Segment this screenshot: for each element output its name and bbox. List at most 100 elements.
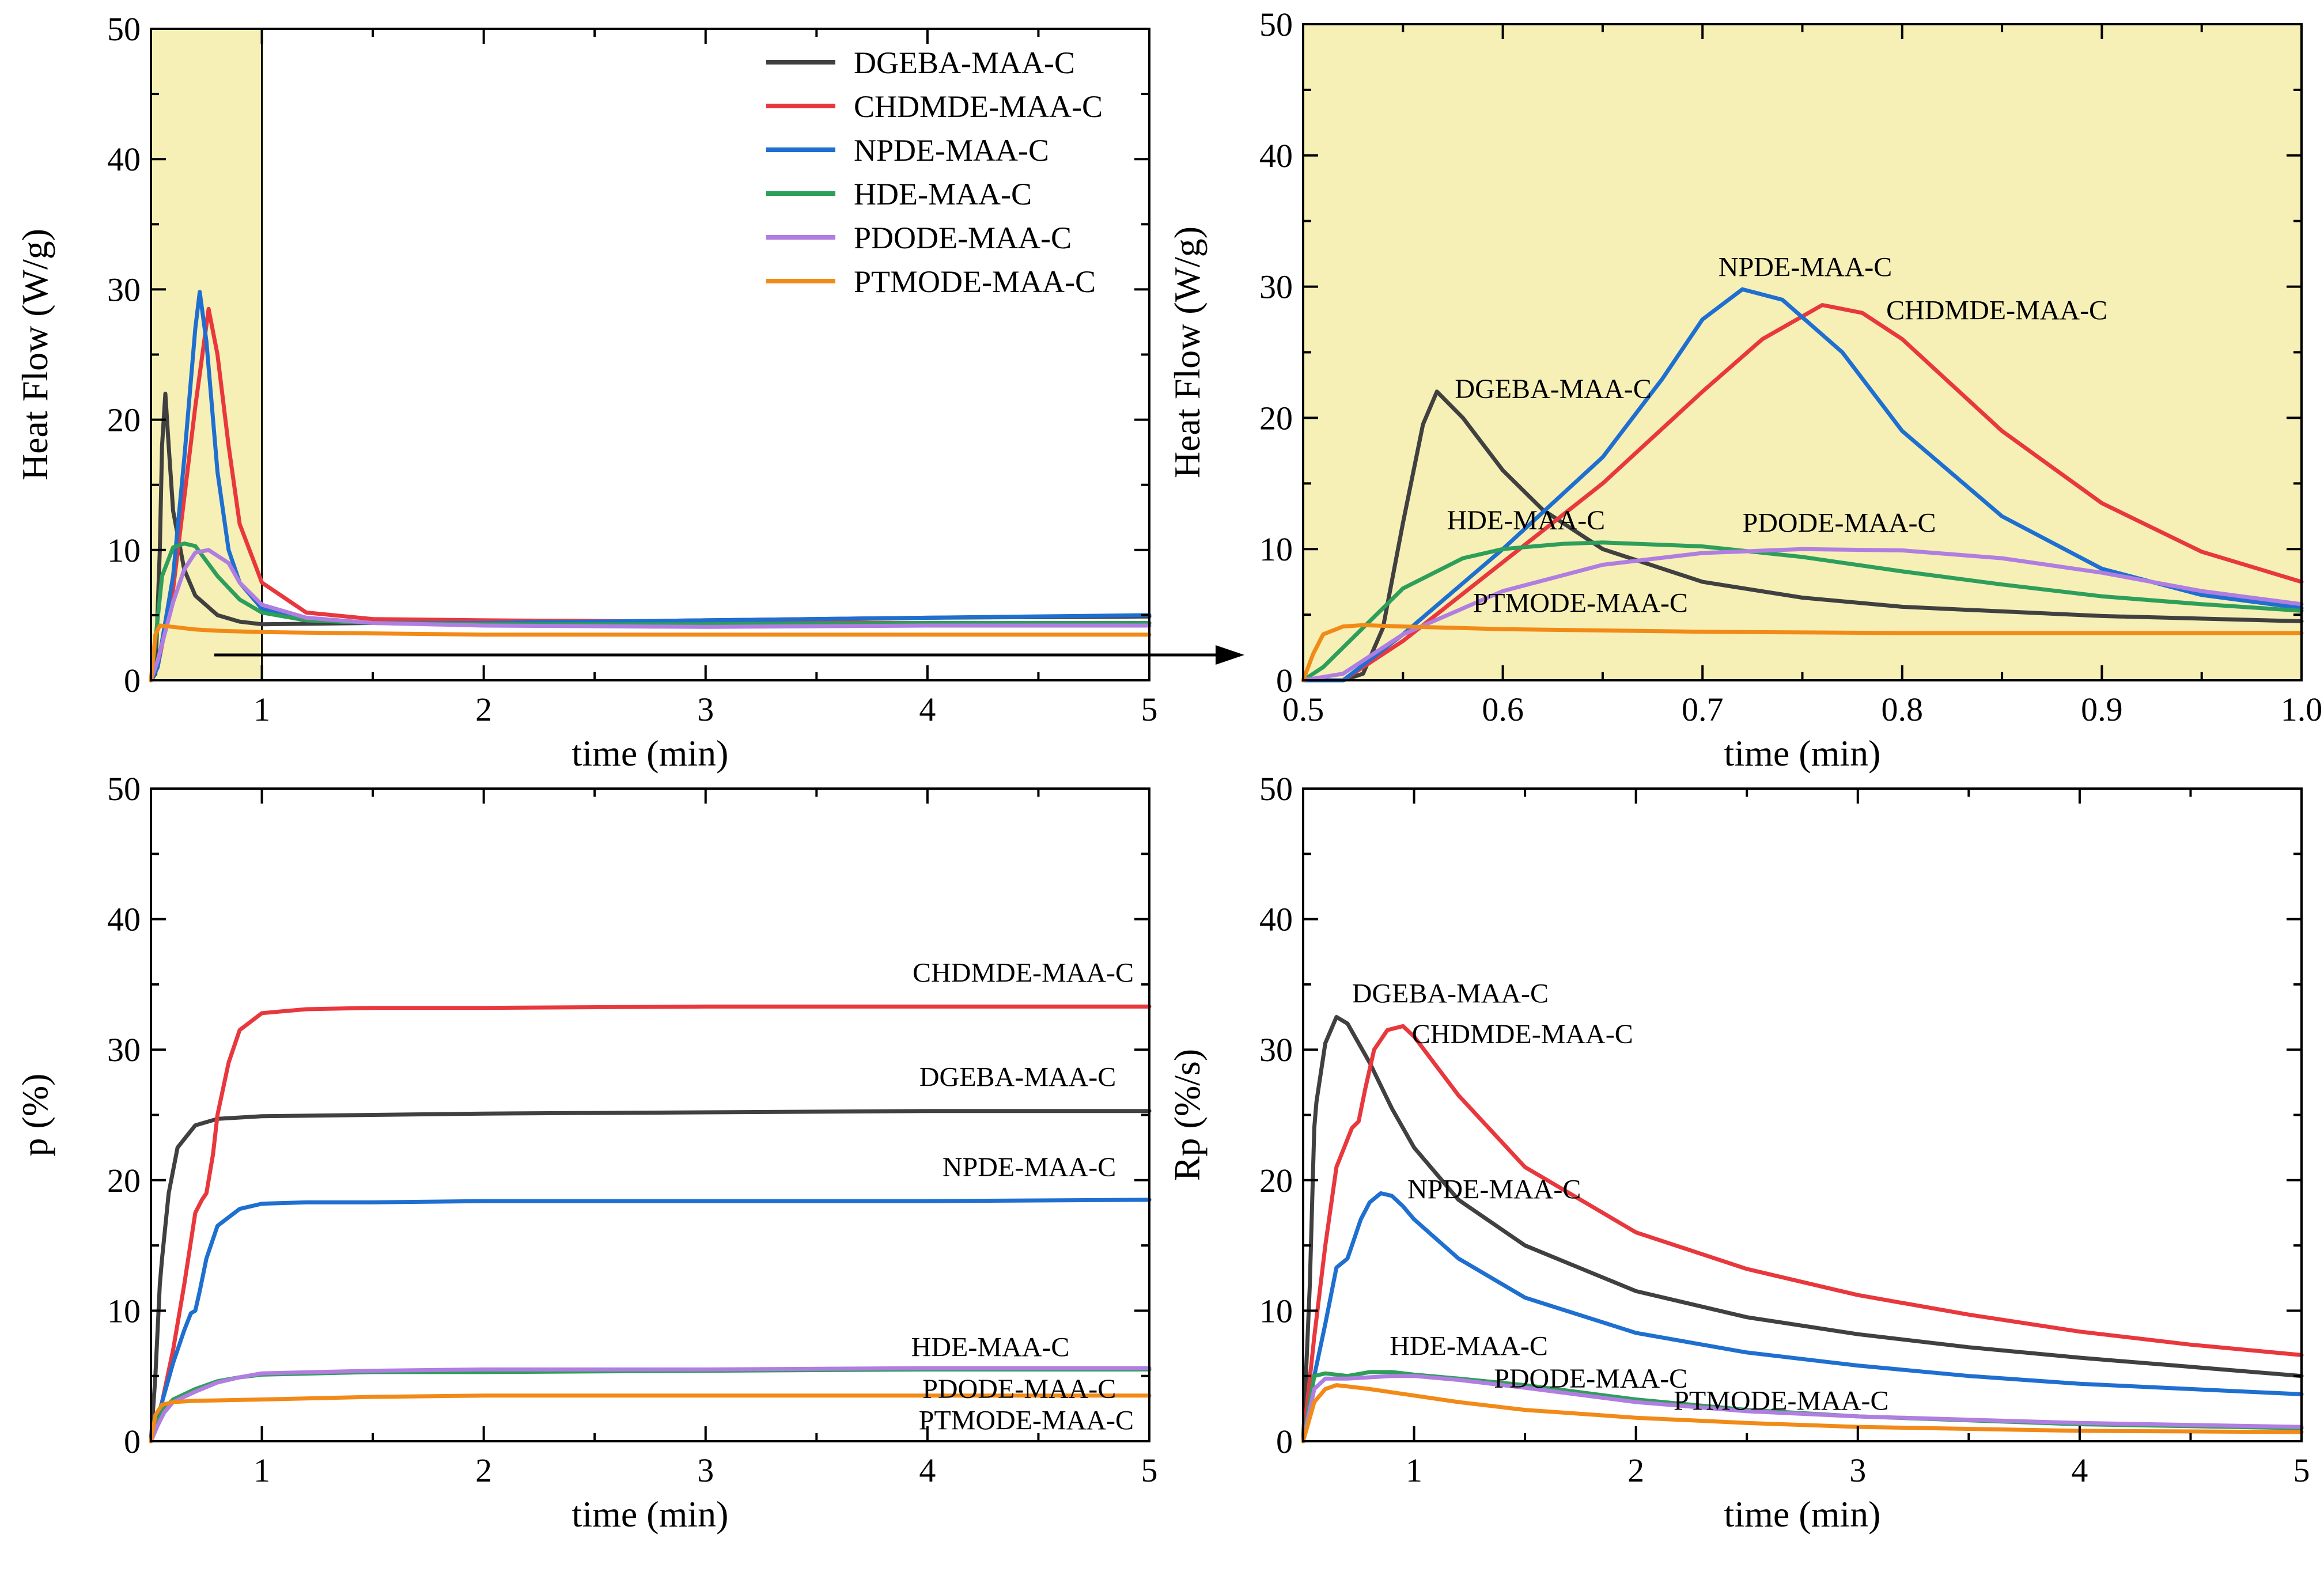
series-line-npde-maa-c <box>1301 287 2304 683</box>
y-axis-title: Heat Flow (W/g) <box>14 229 55 480</box>
y-axis-title: p (%) <box>14 1074 55 1157</box>
series-annotation: PTMODE-MAA-C <box>1473 588 1688 619</box>
y-tick-label: 10 <box>1259 1292 1293 1329</box>
series-line-chdmde-maa-c <box>149 1004 1152 1444</box>
series-line-pdode-maa-c <box>1301 547 2304 683</box>
y-tick-label: 40 <box>1259 137 1293 175</box>
x-tick-label: 5 <box>1141 691 1158 728</box>
chart-heatflow-full: 0 10 20 30 40 50 1 2 3 4 5 time (min) Heat Flow (W/g… <box>14 10 1158 774</box>
series-annotation: NPDE-MAA-C <box>1719 252 1892 282</box>
y-tick-label: 30 <box>1259 1031 1293 1069</box>
legend-label: DGEBA-MAA-C <box>854 46 1075 80</box>
x-tick-label: 0.6 <box>1482 691 1524 728</box>
y-tick-label: 20 <box>1259 1162 1293 1199</box>
series-line-dgeba-maa-c <box>149 391 1152 683</box>
x-tick-label: 5 <box>2293 1452 2310 1489</box>
series-annotation: DGEBA-MAA-C <box>1352 979 1549 1009</box>
x-tick-label: 0.9 <box>2081 691 2123 728</box>
series-annotation: PDODE-MAA-C <box>1494 1363 1687 1394</box>
y-tick-label: 0 <box>124 662 141 699</box>
series-annotation: CHDMDE-MAA-C <box>1412 1019 1633 1050</box>
x-tick-label: 4 <box>919 691 936 728</box>
series-annotation: NPDE-MAA-C <box>943 1152 1116 1183</box>
y-tick-label: 50 <box>1259 6 1293 43</box>
x-tick-label: 3 <box>697 691 714 728</box>
legend-label: PTMODE-MAA-C <box>854 264 1096 299</box>
chart-rate: 0 10 20 30 40 50 1 2 3 4 5 time (min) Rp (%/s) DGEBA-… <box>1167 770 2310 1535</box>
series-line-ptmode-maa-c <box>1301 1383 2304 1444</box>
x-tick-label: 1.0 <box>2281 691 2323 728</box>
y-tick-label: 0 <box>124 1423 141 1460</box>
series-line-ptmode-maa-c <box>1301 623 2304 683</box>
series-line-dgeba-maa-c <box>149 1109 1152 1444</box>
chart-conversion: 0 10 20 30 40 50 1 2 3 4 5 time (min) p (%) CHDMDE-MA… <box>14 770 1158 1535</box>
x-tick-label: 3 <box>697 1452 714 1489</box>
y-tick-label: 0 <box>1276 662 1293 699</box>
series-line-npde-maa-c <box>1301 1191 2304 1444</box>
series-annotation: DGEBA-MAA-C <box>919 1062 1116 1093</box>
x-axis-title: time (min) <box>572 733 729 774</box>
y-tick-label: 30 <box>107 1031 141 1069</box>
x-axis-title: time (min) <box>1724 733 1881 774</box>
y-axis-title: Rp (%/s) <box>1167 1049 1208 1181</box>
y-axis-title: Heat Flow (W/g) <box>1167 226 1208 478</box>
x-tick-label: 4 <box>919 1452 936 1489</box>
series-annotation: PDODE-MAA-C <box>1743 508 1936 539</box>
y-tick-label: 10 <box>107 1292 141 1329</box>
series-line-pdode-maa-c <box>149 548 1152 683</box>
series-line-hde-maa-c <box>149 541 1152 683</box>
series-annotation: CHDMDE-MAA-C <box>913 957 1134 988</box>
highlight-region <box>1303 24 2302 680</box>
x-axis-title: time (min) <box>572 1494 729 1535</box>
series-annotation: PDODE-MAA-C <box>922 1374 1116 1404</box>
series-annotation: CHDMDE-MAA-C <box>1886 296 2107 326</box>
series-line-chdmde-maa-c <box>1301 1024 2304 1444</box>
y-tick-label: 20 <box>107 1162 141 1199</box>
y-tick-label: 40 <box>107 141 141 178</box>
x-tick-label: 4 <box>2071 1452 2088 1489</box>
series-annotation: HDE-MAA-C <box>911 1332 1070 1363</box>
y-tick-label: 10 <box>1259 531 1293 568</box>
y-tick-label: 20 <box>107 401 141 439</box>
series-line-npde-maa-c <box>149 1198 1152 1444</box>
y-tick-label: 50 <box>107 10 141 48</box>
arrow-head <box>1216 645 1244 665</box>
series-annotation: HDE-MAA-C <box>1447 505 1606 536</box>
series-line-npde-maa-c <box>149 290 1152 683</box>
y-tick-label: 0 <box>1276 1423 1293 1460</box>
series-annotation: HDE-MAA-C <box>1390 1331 1548 1361</box>
series-line-ptmode-maa-c <box>149 1393 1152 1444</box>
series-annotation: NPDE-MAA-C <box>1407 1175 1581 1205</box>
x-tick-label: 0.5 <box>1282 691 1324 728</box>
series-line-ptmode-maa-c <box>149 623 1152 683</box>
x-tick-label: 1 <box>253 1452 270 1489</box>
legend-label: CHDMDE-MAA-C <box>854 89 1103 124</box>
y-tick-label: 40 <box>1259 901 1293 938</box>
x-tick-label: 5 <box>1141 1452 1158 1489</box>
legend-label: PDODE-MAA-C <box>854 221 1072 255</box>
series-line-pdode-maa-c <box>149 1366 1152 1444</box>
x-tick-label: 2 <box>475 691 492 728</box>
x-tick-label: 1 <box>253 691 270 728</box>
y-tick-label: 50 <box>107 770 141 808</box>
series-annotation: DGEBA-MAA-C <box>1455 374 1651 404</box>
zoom-arrow <box>214 645 1244 665</box>
y-tick-label: 30 <box>1259 268 1293 306</box>
x-tick-label: 1 <box>1406 1452 1422 1489</box>
legend-label: NPDE-MAA-C <box>854 133 1049 168</box>
chart-heatflow-zoom: 0 10 20 30 40 50 0.5 0.6 0.7 0.8 0.9 1.0 time (min) H… <box>1167 6 2322 774</box>
x-tick-label: 0.8 <box>1882 691 1924 728</box>
x-tick-label: 2 <box>475 1452 492 1489</box>
series-line-dgeba-maa-c <box>1301 1015 2304 1444</box>
x-axis-title: time (min) <box>1724 1494 1881 1535</box>
y-tick-label: 20 <box>1259 399 1293 437</box>
series-line-hde-maa-c <box>1301 540 2304 683</box>
series-annotation: PTMODE-MAA-C <box>919 1406 1134 1436</box>
series-line-pdode-maa-c <box>1301 1374 2304 1444</box>
x-tick-label: 0.7 <box>1682 691 1724 728</box>
y-tick-label: 40 <box>107 901 141 938</box>
legend: DGEBA-MAA-C CHDMDE-MAA-C NPDE-MAA-C HDE-MAA… <box>766 46 1103 299</box>
x-tick-label: 2 <box>1627 1452 1644 1489</box>
x-tick-label: 3 <box>1849 1452 1866 1489</box>
y-tick-label: 50 <box>1259 770 1293 808</box>
